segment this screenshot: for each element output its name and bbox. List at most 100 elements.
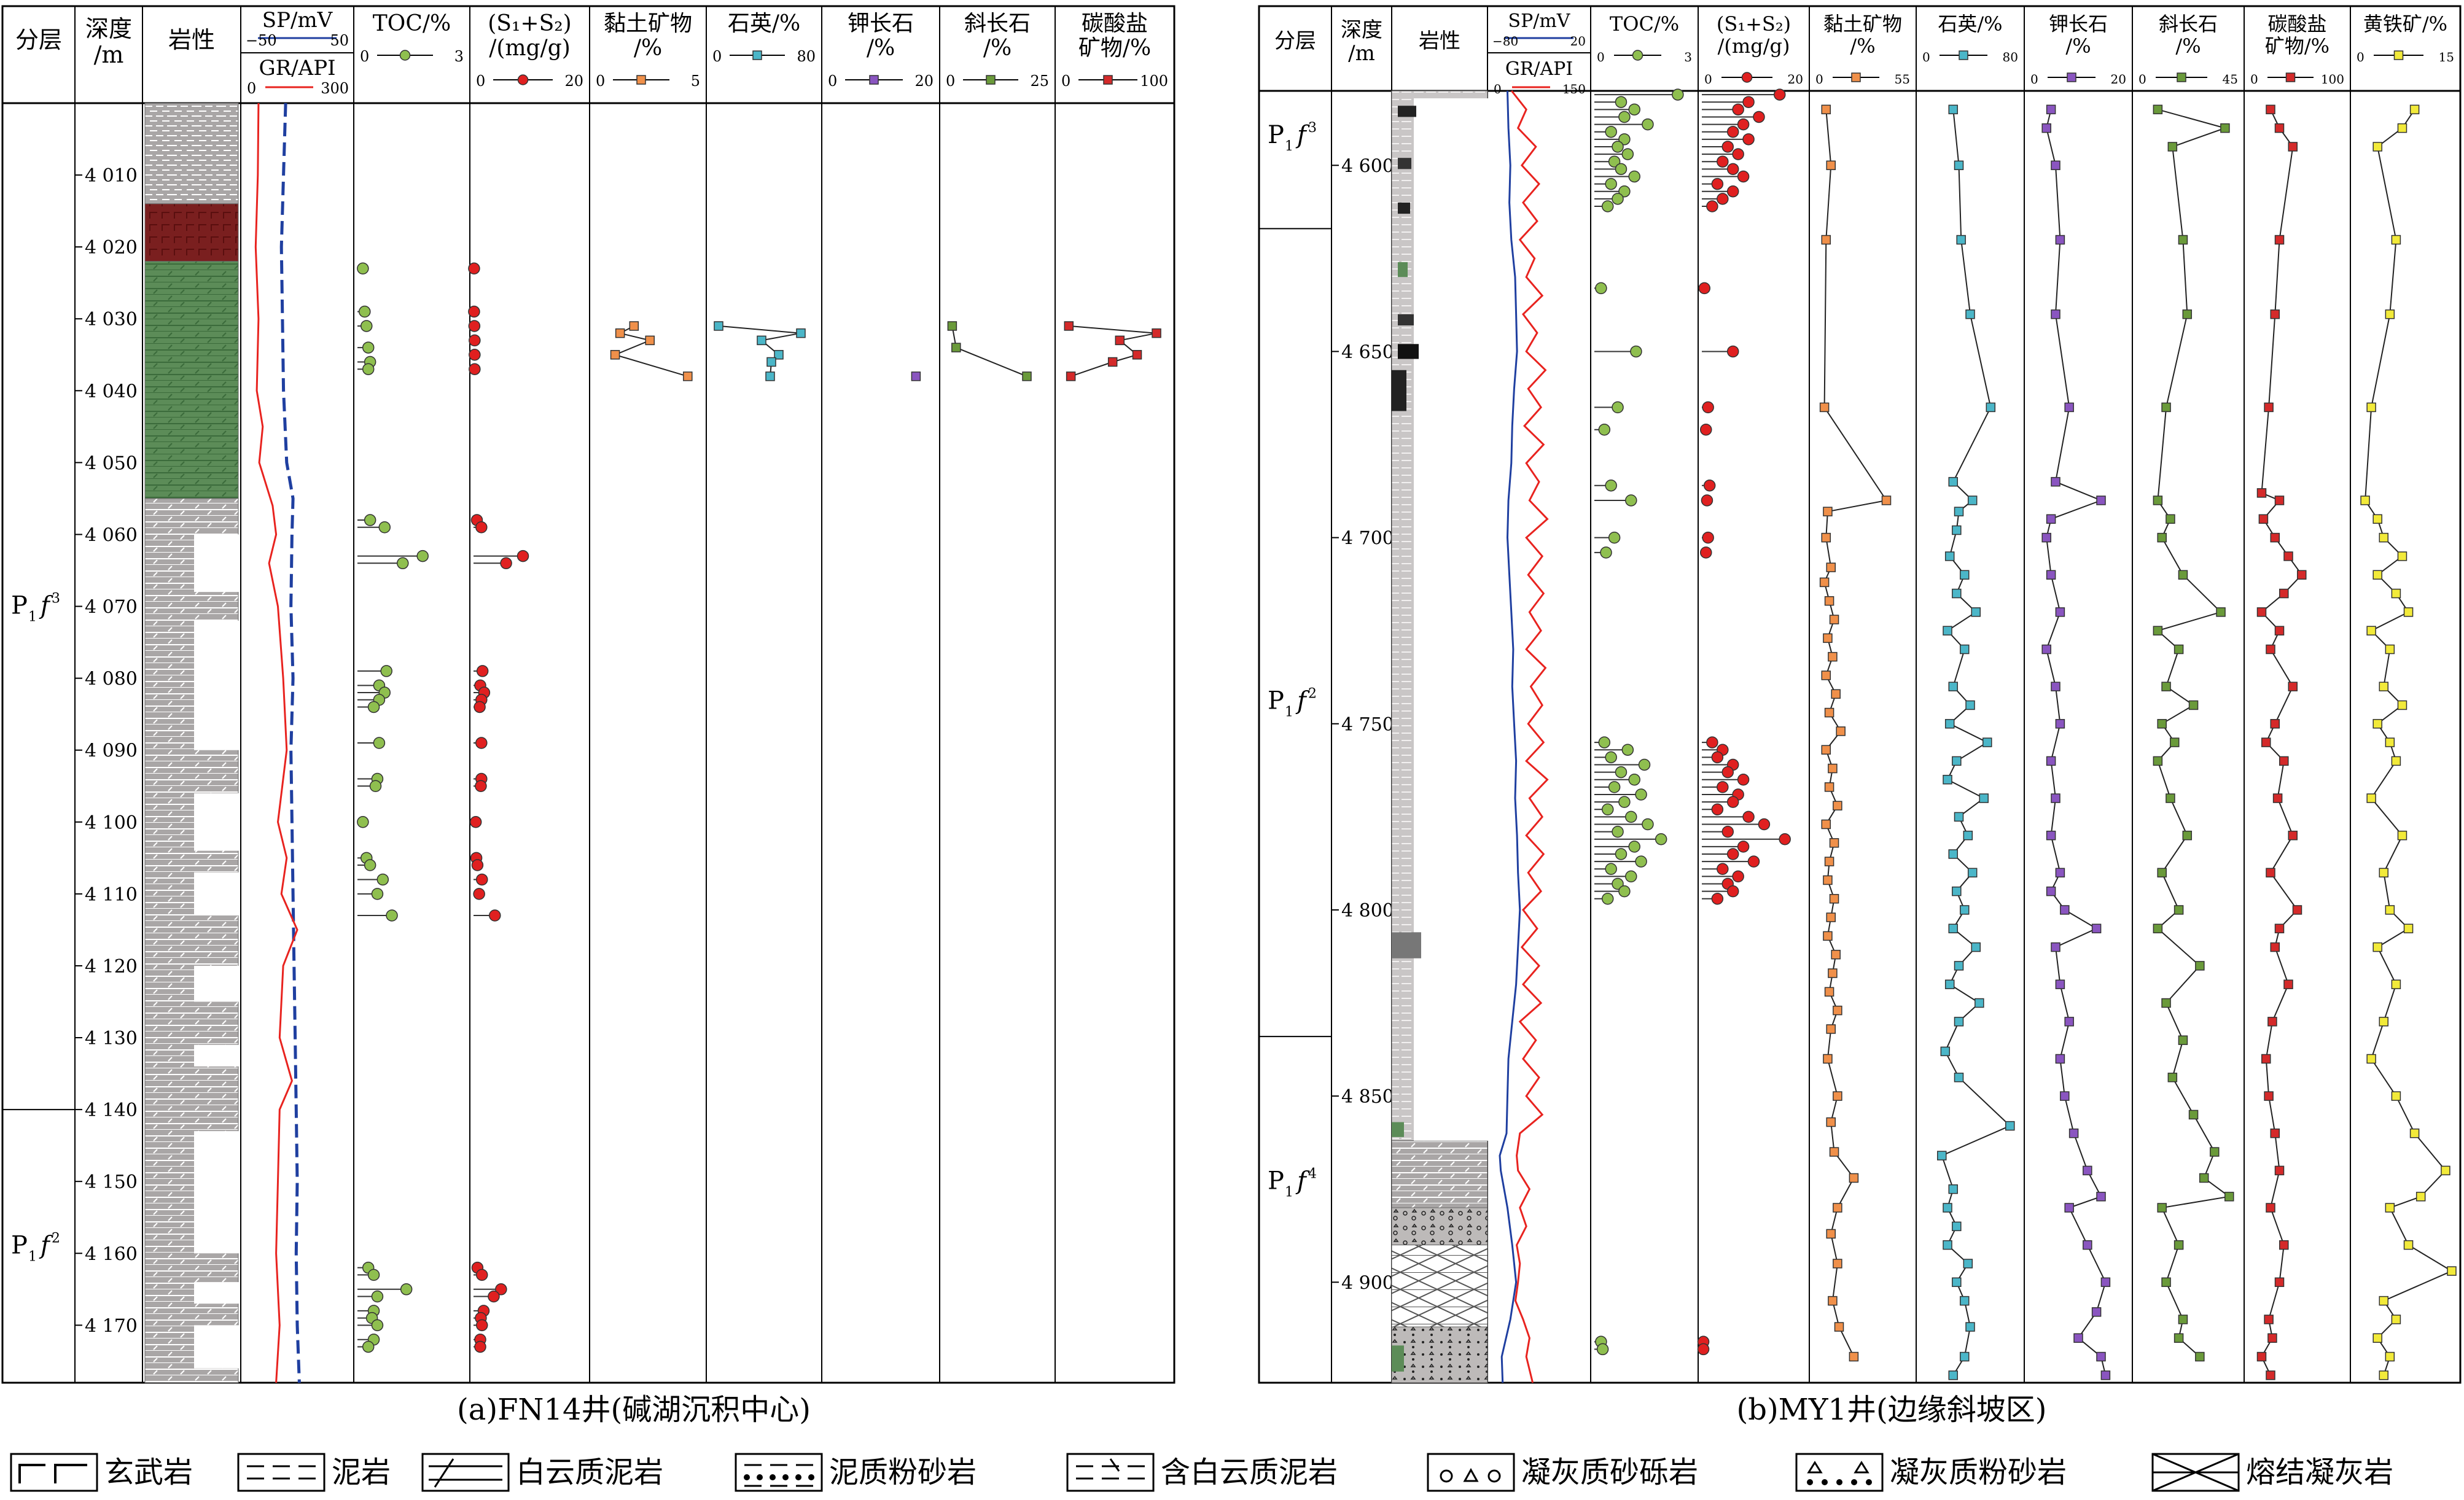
legend-glut-tri <box>1463 1467 1479 1482</box>
plagioclase-point <box>2161 1277 2171 1288</box>
lithology-gap <box>1414 98 1488 1141</box>
toc-point <box>1608 781 1621 793</box>
quartz-point <box>1952 1221 1962 1232</box>
carbonate-point <box>2274 123 2285 133</box>
kfeldspar-point <box>2091 1307 2102 1317</box>
carbonate-point <box>2270 719 2280 729</box>
toc-point <box>1608 531 1621 544</box>
header-carb-max: 100 <box>2321 72 2344 87</box>
s12-point <box>489 909 501 922</box>
carbonate-point <box>2274 1277 2285 1288</box>
pyrite-point <box>2403 1240 2414 1250</box>
toc-point <box>1612 401 1624 414</box>
clay-point <box>1826 1024 1836 1034</box>
legend-glut-circle <box>1440 1469 1453 1483</box>
plagioclase-line <box>951 325 1027 377</box>
clay-point <box>1826 1229 1836 1239</box>
pyrite-point <box>2391 588 2401 599</box>
carbonate-point <box>2279 1240 2289 1250</box>
header-kfs-max: 20 <box>914 72 934 90</box>
header-carb: 碳酸盐矿物/% <box>1078 11 1151 61</box>
plagioclase-point <box>2167 142 2178 152</box>
pyrite-point <box>2397 830 2407 841</box>
plagioclase-point <box>2153 495 2163 505</box>
toc-point <box>1621 148 1634 160</box>
quartz-point <box>1937 1151 1947 1160</box>
header-plag: 斜长石/% <box>964 11 1031 61</box>
toc-point <box>1612 825 1624 838</box>
clay-point <box>1849 1351 1859 1362</box>
lithology-gap <box>194 534 239 593</box>
toc-point <box>1618 133 1631 146</box>
quartz-point <box>1952 756 1962 766</box>
toc-point <box>1642 118 1654 131</box>
clay-point <box>1824 987 1834 997</box>
kfeldspar-point <box>2051 160 2060 171</box>
s12-point <box>1701 494 1713 507</box>
s12-point <box>1732 870 1744 883</box>
header-clay: 黏土矿物/% <box>604 11 692 61</box>
clay-point <box>615 328 625 338</box>
header-kfs-min: 0 <box>828 72 837 90</box>
s12-point <box>475 1269 488 1281</box>
quartz-point <box>1960 1296 1970 1306</box>
carbonate-point <box>2264 1315 2274 1324</box>
clay-point <box>1819 577 1830 588</box>
quartz-point <box>2005 1121 2015 1131</box>
quartz-point <box>1963 830 1973 841</box>
kfeldspar-point <box>2055 979 2065 989</box>
header-sp: SP/mV <box>1508 10 1571 32</box>
plagioclase-point <box>2153 626 2163 635</box>
lithology-band <box>1392 370 1406 411</box>
s12-point <box>1721 766 1734 779</box>
plagioclase-point <box>2157 532 2167 543</box>
pyrite-point <box>2379 532 2389 543</box>
layer-label-p: P <box>1268 1167 1284 1195</box>
quartz-point <box>1944 719 1955 729</box>
clay-point <box>1824 707 1834 718</box>
layer-label-sup: 2 <box>52 1230 60 1246</box>
clay-point <box>1829 838 1839 848</box>
header-s12-min: 0 <box>476 72 485 90</box>
carbonate-point <box>2266 868 2275 878</box>
depth-tick-label: 4 130 <box>85 1028 138 1049</box>
header-pyrite-max: 15 <box>2439 50 2454 64</box>
kfeldspar-point <box>2064 1203 2074 1213</box>
plagioclase-point <box>2182 309 2193 319</box>
quartz-point <box>796 328 806 338</box>
caption-a: (a)FN14井(碱湖沉积中心) <box>457 1393 811 1427</box>
s12-point <box>488 1290 500 1303</box>
depth-tick-label: 4 650 <box>1341 341 1394 363</box>
s12-point <box>1721 825 1734 838</box>
toc-point <box>1601 803 1614 815</box>
pyrite-point <box>2372 514 2382 524</box>
kfeldspar-point <box>2041 123 2051 133</box>
lithology-dolomitic_mudstone <box>1391 1140 1488 1208</box>
lithology-band <box>1392 932 1421 958</box>
s12-point <box>469 349 481 361</box>
quartz-point <box>766 357 776 367</box>
s12-point <box>1717 193 1729 205</box>
carbonate-point <box>2288 682 2298 691</box>
pyrite-point <box>2372 942 2382 952</box>
s12-point <box>468 320 481 332</box>
legend-silt-dot <box>757 1474 763 1480</box>
header-kfs-max: 20 <box>2111 72 2126 87</box>
carbonate-point <box>2288 142 2298 152</box>
toc-point <box>1605 751 1617 764</box>
kfeldspar-point <box>2046 756 2056 766</box>
toc-point <box>367 1269 380 1281</box>
header-plag-marker <box>2177 72 2186 82</box>
kfeldspar-point <box>2041 644 2051 655</box>
header-pyrite-marker <box>2393 50 2404 60</box>
quartz-point <box>1963 1259 1973 1269</box>
quartz-point <box>1943 1203 1952 1213</box>
plagioclase-point <box>951 343 961 352</box>
carbonate-point <box>2288 830 2298 841</box>
header-sp-min: −50 <box>246 32 277 49</box>
plagioclase-point <box>2199 1173 2209 1183</box>
quartz-point <box>1952 525 1962 535</box>
kfeldspar-point <box>2046 570 2056 580</box>
toc-point <box>1605 125 1617 138</box>
s12-point <box>1706 200 1718 212</box>
